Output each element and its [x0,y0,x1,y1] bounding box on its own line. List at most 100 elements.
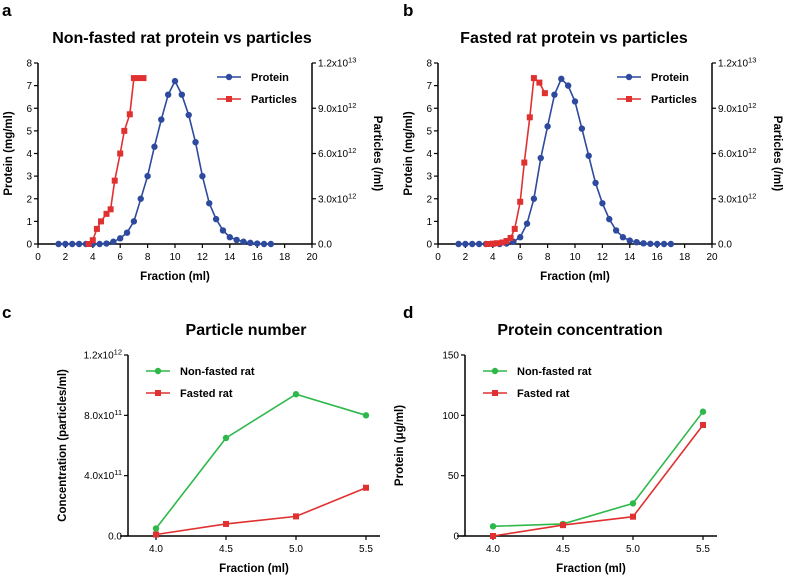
series-line-protein [458,77,671,245]
data-point [526,114,533,121]
data-point [233,236,240,244]
data-point [490,533,496,539]
data-point [517,234,524,241]
legend-label: Non-fasted rat [517,366,592,378]
x-tick-label: 16 [652,252,664,263]
data-point [219,227,227,234]
data-point [75,240,83,248]
data-point [98,218,105,225]
x-tick-label: 8 [545,252,551,263]
data-point [530,75,537,82]
series-line-non-fasted-rat [155,393,367,529]
data-point [699,408,707,415]
y-tick-label: 8.0x1011 [84,408,122,422]
data-point [503,237,510,244]
data-point [511,225,518,232]
data-point [55,240,62,248]
legend-label: Particles [651,94,697,106]
data-point [153,531,159,538]
y-tick-label: 1.2x1012 [84,348,122,362]
data-point [130,75,137,82]
x-tick-label: 14 [224,252,236,263]
y2-tick-label: 3.0x1012 [318,191,356,205]
data-point [571,98,579,105]
data-point [484,241,491,247]
y-tick-label: 150 [442,351,459,362]
chart-title: Non-fasted rat protein vs particles [52,30,312,47]
x-tick-label: 2 [63,252,69,263]
data-point [585,152,592,159]
data-point [592,179,599,187]
data-point [110,238,117,245]
series-line-non-fasted-rat [492,411,704,528]
data-point [647,240,654,247]
y-tick-label: 3 [26,172,32,183]
series-line-fasted-rat [155,486,367,536]
data-point [267,240,275,248]
data-point [599,200,606,207]
legend-marker [625,73,633,81]
x-tick-label: 20 [306,252,318,263]
legend-label: Particles [251,94,297,106]
y-tick-label: 8 [426,59,432,70]
data-point [667,240,675,248]
x-tick-label: 12 [597,252,609,263]
x-axis-label: Fraction (ml) [219,563,289,575]
x-tick-label: 6 [517,252,523,263]
x-tick-label: 5.0 [289,544,303,555]
y2-tick-label: 3.0x1012 [718,191,756,205]
data-point [121,127,128,134]
data-point [292,391,300,398]
data-point [551,91,558,98]
legend-item: Fasted rat [146,388,233,400]
y-tick-label: 0 [26,240,32,251]
x-tick-label: 20 [706,252,718,263]
data-point [192,138,199,146]
data-point [462,240,469,248]
y2-tick-label: 1.2x1013 [718,56,756,70]
data-point [612,227,620,234]
data-point [69,240,76,248]
legend-label: Fasted rat [180,388,233,400]
data-point [144,172,151,180]
data-point [654,240,661,248]
series-line-particles [487,76,546,245]
data-point [544,123,551,130]
data-point [537,154,544,162]
panel-letter-d: d [403,303,413,322]
data-point [137,195,144,202]
legend-marker [491,367,499,375]
data-point [523,220,531,227]
data-point [640,240,647,247]
legend-item: Particles [217,94,297,106]
x-tick-label: 5.0 [626,544,640,555]
legend-label: Fasted rat [517,388,570,400]
legend-item: Protein [617,72,689,84]
x-tick-label: 0 [35,252,41,263]
y-tick-label: 3 [426,172,432,183]
y-tick-label: 8 [26,59,32,70]
x-tick-label: 6 [117,252,123,263]
data-point [254,240,261,247]
data-point [171,77,179,85]
x-axis-label: Fraction (ml) [540,271,610,283]
panel-letter-b: b [403,1,413,20]
data-point [530,195,538,202]
y-tick-label: 2 [426,194,432,205]
data-point [564,82,572,89]
data-point [700,421,706,428]
data-point [362,412,370,419]
data-point [507,234,514,241]
y-tick-label: 1 [26,217,32,228]
x-tick-label: 4.5 [556,544,570,555]
legend-marker [626,96,632,102]
y2-tick-label: 1.2x1013 [318,56,356,70]
data-point [560,522,566,529]
x-tick-label: 10 [569,252,581,263]
y-tick-label: 50 [448,471,460,482]
chart-title: Particle number [186,322,307,339]
data-point [103,210,110,217]
legend-label: Protein [651,72,689,84]
legend-marker [155,390,161,396]
